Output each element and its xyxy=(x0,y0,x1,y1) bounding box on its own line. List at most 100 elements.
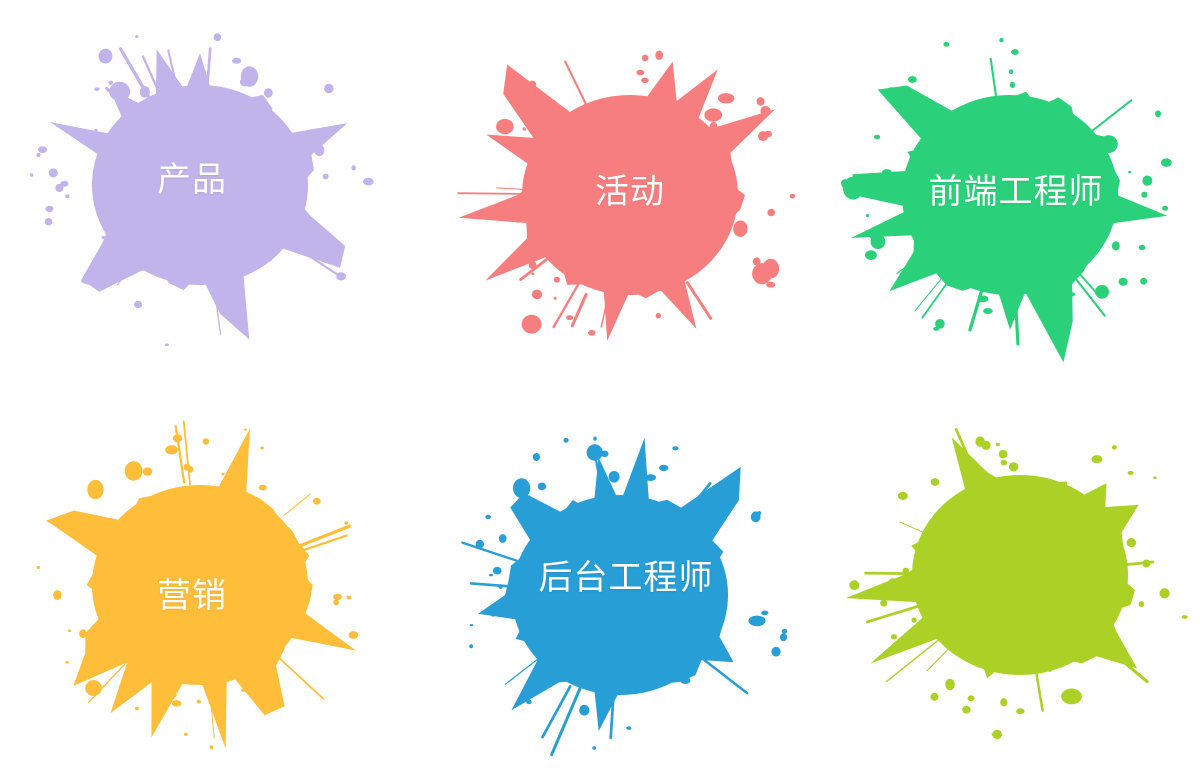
splatter-backend-engineer[interactable]: 后台工程师 xyxy=(440,420,800,768)
splatter-droplet xyxy=(1128,213,1132,218)
splatter-droplet xyxy=(704,525,711,532)
splatter-droplet xyxy=(314,144,325,157)
splatter-droplet xyxy=(1095,284,1109,299)
splatter-core xyxy=(912,475,1128,675)
splatter-streak xyxy=(899,521,934,538)
splatter-droplet xyxy=(975,436,985,447)
splatter-droplet xyxy=(498,584,503,589)
splatter-droplet xyxy=(485,514,491,520)
paint-splatter-shape xyxy=(845,428,1188,740)
splatter-droplet xyxy=(79,629,87,638)
splatter-droplet xyxy=(87,479,104,500)
splatter-droplet xyxy=(930,692,939,701)
splatter-droplet xyxy=(231,57,242,64)
splatter-streak xyxy=(914,275,945,312)
splatter-droplet xyxy=(1061,688,1082,705)
paint-splatter-shape xyxy=(841,38,1172,363)
splatter-droplet xyxy=(142,467,153,476)
splatter-streak xyxy=(141,55,162,98)
splatter-droplet xyxy=(1153,476,1157,479)
splatter-core xyxy=(512,495,728,695)
splatter-droplet xyxy=(513,213,524,223)
splatter-droplet xyxy=(781,628,788,634)
splatter-droplet xyxy=(348,631,359,639)
splatter-unlabeled[interactable] xyxy=(840,400,1200,760)
splatter-droplet xyxy=(1008,462,1019,472)
splatter-droplet xyxy=(135,706,139,711)
splatter-droplet xyxy=(881,169,892,177)
splatter-droplet xyxy=(760,106,771,117)
splatter-droplet xyxy=(241,688,245,692)
splatter-droplet xyxy=(935,319,945,329)
splatter-label-activity: 活动 xyxy=(595,172,665,212)
splatter-droplet xyxy=(626,726,632,730)
splatter-droplet xyxy=(1159,588,1170,599)
splatter-droplet xyxy=(1126,538,1137,548)
splatter-droplet xyxy=(1155,110,1161,118)
splatter-droplet xyxy=(890,193,907,204)
splatter-droplet xyxy=(173,434,182,443)
splatter-product[interactable]: 产品 xyxy=(20,10,380,370)
splatter-droplet xyxy=(967,695,975,702)
splatter-droplet xyxy=(866,214,869,218)
splatter-streak xyxy=(1013,291,1020,346)
splatter-droplet xyxy=(761,610,769,616)
splatter-droplet xyxy=(469,624,474,627)
splatter-droplet xyxy=(998,449,1008,459)
splatter-droplet xyxy=(995,442,1000,447)
splatter-label-frontend-engineer: 前端工程师 xyxy=(928,172,1104,212)
splatter-droplet xyxy=(134,300,143,309)
splatter-streak xyxy=(550,687,582,756)
splatter-streak xyxy=(864,571,931,576)
splatter-droplet xyxy=(641,77,649,83)
splatter-droplet xyxy=(766,281,776,288)
splatter-streak xyxy=(46,520,113,549)
splatter-streak xyxy=(1081,99,1133,140)
splatter-droplet xyxy=(1118,277,1128,286)
splatter-droplet xyxy=(756,97,765,106)
splatter-streak xyxy=(594,454,603,493)
splatter-droplet xyxy=(977,295,989,303)
splatter-label-backend-engineer: 后台工程师 xyxy=(538,558,714,598)
splatter-activity[interactable]: 活动 xyxy=(450,20,810,380)
splatter-droplet xyxy=(515,248,522,253)
splatter-droplet xyxy=(553,296,557,300)
splatter-droplet xyxy=(363,177,374,186)
splatter-droplet xyxy=(101,236,106,239)
splatter-droplet xyxy=(563,437,569,443)
splatter-droplet xyxy=(983,308,993,314)
splatter-droplet xyxy=(1111,445,1117,450)
splatter-droplet xyxy=(94,128,98,132)
splatter-streak xyxy=(272,651,325,700)
splatter-droplet xyxy=(243,428,247,431)
splatter-droplet xyxy=(694,511,704,520)
splatter-droplet xyxy=(346,595,352,600)
splatter-streak xyxy=(600,293,610,328)
splatter-droplet xyxy=(48,168,58,178)
splatter-frontend-engineer[interactable]: 前端工程师 xyxy=(830,20,1190,380)
splatter-droplet xyxy=(945,678,955,691)
splatter-droplet xyxy=(905,579,914,588)
splatter-droplet xyxy=(139,86,150,98)
splatter-streak xyxy=(694,652,749,695)
splatter-label-marketing: 营销 xyxy=(157,576,227,616)
splatter-droplet xyxy=(1016,708,1025,715)
splatter-droplet xyxy=(322,173,329,180)
splatter-droplet xyxy=(886,87,897,94)
splatter-droplet xyxy=(1141,191,1148,198)
splatter-droplet xyxy=(566,315,574,321)
splatter-droplet xyxy=(1127,470,1134,475)
splatter-droplet xyxy=(209,745,214,750)
splatter-droplet xyxy=(680,677,691,684)
splatter-droplet xyxy=(81,277,91,284)
splatter-droplet xyxy=(522,252,527,256)
splatter-streak xyxy=(564,60,587,105)
splatter-droplet xyxy=(531,289,543,300)
paint-splatter-shape xyxy=(457,50,796,341)
splatter-droplet xyxy=(1009,81,1016,88)
splatter-marketing[interactable]: 营销 xyxy=(20,410,380,768)
splatter-droplet xyxy=(870,233,876,240)
splatter-droplet xyxy=(733,220,748,237)
splatter-droplet xyxy=(655,50,664,60)
